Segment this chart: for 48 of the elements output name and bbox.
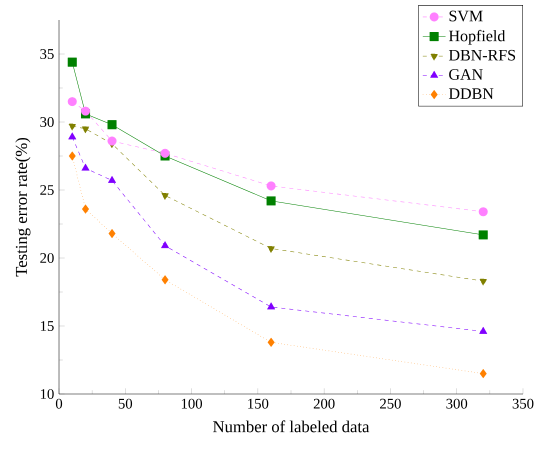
y-tick-label: 15 [40, 321, 54, 331]
y-tick-label: 20 [40, 253, 54, 263]
point [68, 132, 76, 140]
point [266, 196, 276, 206]
y-tick-label: 35 [40, 49, 54, 59]
x-tick-label: 350 [512, 398, 534, 409]
x-tick-label: 300 [446, 398, 468, 409]
legend-label: DDBN [448, 88, 494, 99]
point [266, 181, 276, 190]
x-tick-label: 250 [380, 398, 401, 409]
point [80, 106, 90, 116]
point [82, 204, 89, 214]
y-axis-title: Testing error rate(%) [15, 138, 30, 276]
legend-label: SVM [450, 10, 483, 22]
point [107, 136, 117, 146]
x-tick-label: 0 [56, 398, 62, 409]
point [267, 302, 276, 310]
point [479, 326, 488, 334]
legend-label: Hopfield [448, 30, 506, 45]
point [478, 230, 488, 240]
point [108, 176, 116, 183]
point [82, 126, 90, 134]
y-tick-label: 10 [40, 389, 54, 399]
point [267, 246, 276, 254]
point [162, 275, 169, 284]
point [107, 120, 117, 130]
point [82, 164, 90, 171]
point [478, 207, 488, 216]
x-tick-label: 50 [118, 398, 132, 409]
point [479, 278, 488, 286]
legend-label: GAN [449, 69, 483, 80]
legend-label: DBN-RFS [448, 50, 516, 61]
x-tick-label: 100 [182, 398, 202, 409]
point [480, 369, 487, 378]
point [108, 228, 116, 238]
point [268, 338, 275, 347]
point [68, 97, 77, 106]
point [161, 193, 170, 200]
point [68, 151, 76, 161]
x-axis-title: Number of labeled data [213, 420, 370, 432]
point [161, 241, 170, 248]
point [68, 58, 77, 67]
x-tick-label: 150 [248, 398, 268, 409]
x-tick-label: 200 [314, 398, 335, 409]
y-tick-label: 25 [40, 185, 54, 195]
point [160, 148, 170, 158]
point [68, 124, 76, 131]
y-tick-label: 30 [40, 117, 54, 127]
